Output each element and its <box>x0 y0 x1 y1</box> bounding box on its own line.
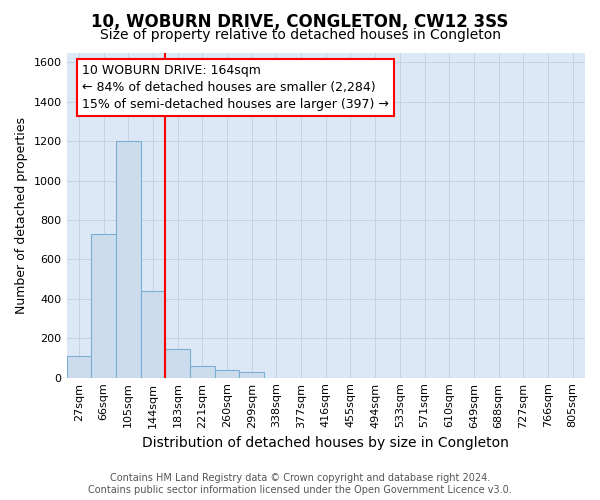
Text: 10, WOBURN DRIVE, CONGLETON, CW12 3SS: 10, WOBURN DRIVE, CONGLETON, CW12 3SS <box>91 12 509 30</box>
Bar <box>91 234 116 378</box>
Text: Contains HM Land Registry data © Crown copyright and database right 2024.
Contai: Contains HM Land Registry data © Crown c… <box>88 474 512 495</box>
Text: 10 WOBURN DRIVE: 164sqm
← 84% of detached houses are smaller (2,284)
15% of semi: 10 WOBURN DRIVE: 164sqm ← 84% of detache… <box>82 64 389 111</box>
Bar <box>165 349 190 378</box>
Bar <box>215 370 239 378</box>
Bar <box>190 366 215 378</box>
Bar <box>140 291 165 378</box>
Bar <box>239 372 264 378</box>
Bar <box>67 356 91 378</box>
Y-axis label: Number of detached properties: Number of detached properties <box>15 116 28 314</box>
Bar <box>116 141 140 378</box>
X-axis label: Distribution of detached houses by size in Congleton: Distribution of detached houses by size … <box>142 436 509 450</box>
Text: Size of property relative to detached houses in Congleton: Size of property relative to detached ho… <box>100 28 500 42</box>
